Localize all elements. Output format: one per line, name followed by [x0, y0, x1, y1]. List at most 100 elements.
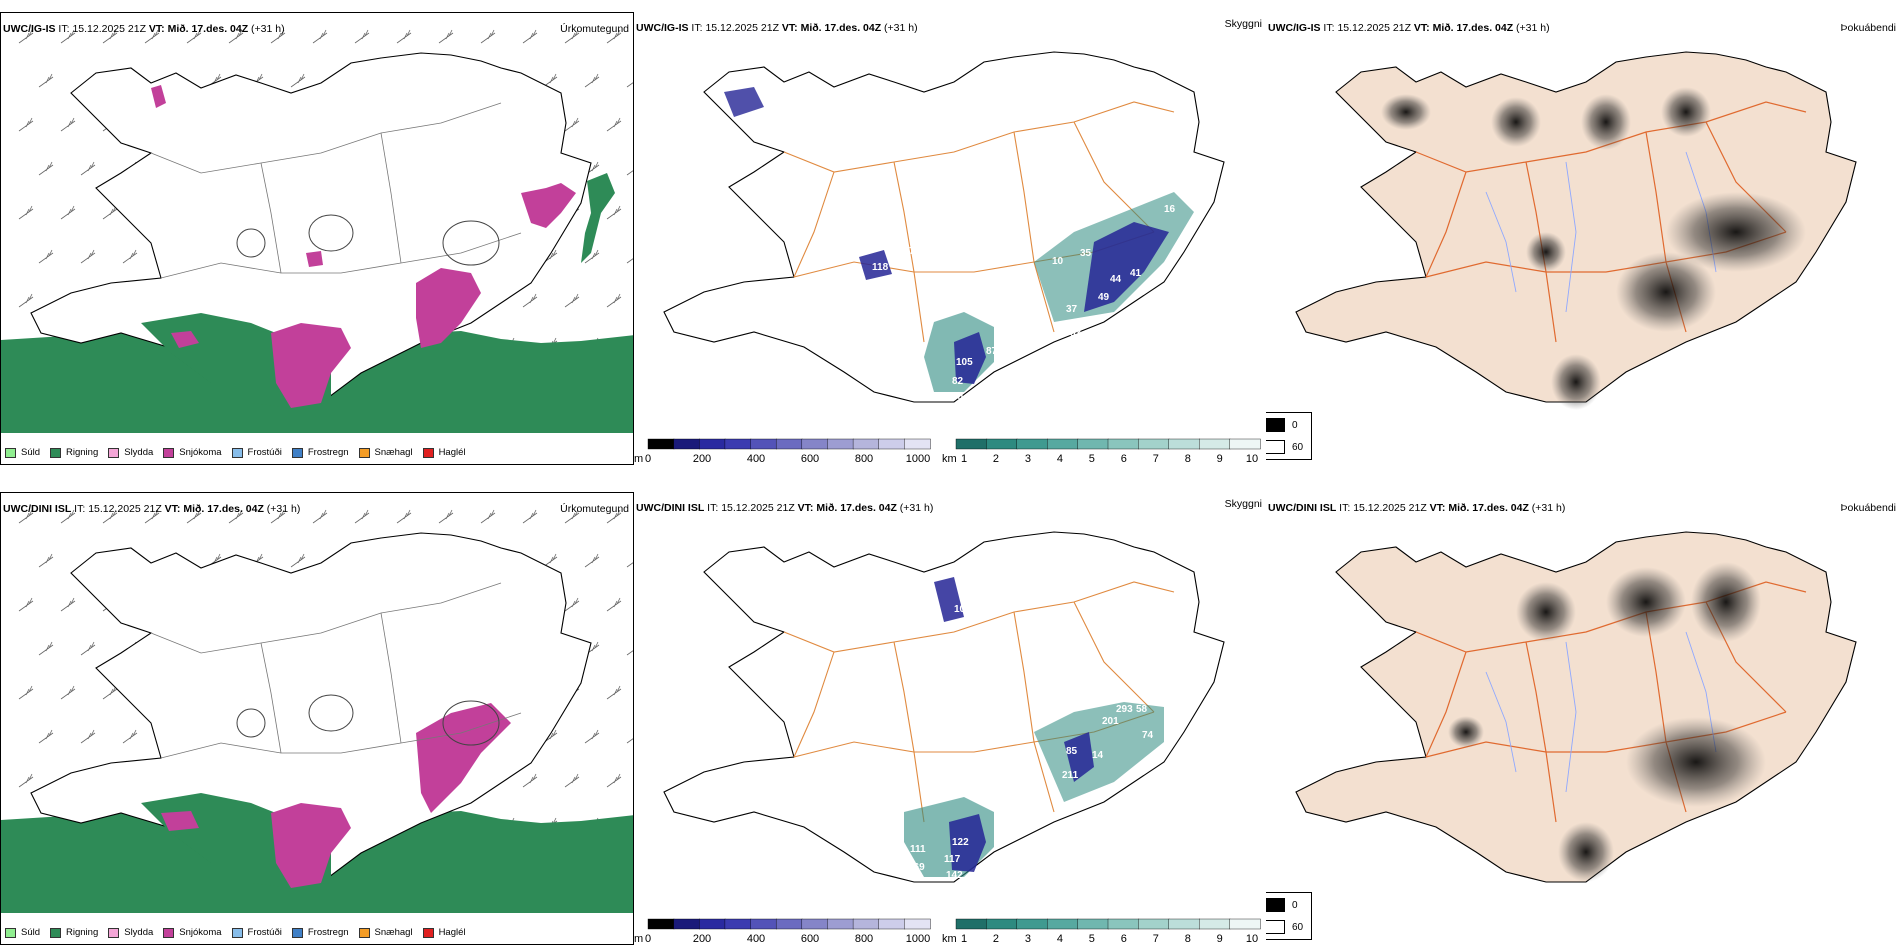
- colorbar-tick: 3: [1024, 453, 1031, 465]
- cloudbase-label: 118: [872, 262, 889, 273]
- wind-barb: [228, 509, 244, 524]
- legend-item-frostregn: Frostregn: [291, 447, 349, 458]
- legend-item-snaehagl: Snæhagl: [358, 927, 413, 938]
- wind-barb: [290, 553, 306, 568]
- legend-swatch: [163, 927, 175, 938]
- road-network: [150, 102, 522, 279]
- colorbar-tick: 6: [1120, 933, 1127, 945]
- wind-barb: [564, 293, 580, 308]
- cloudbase-label: 70: [952, 392, 964, 403]
- wind-barb: [60, 685, 76, 700]
- wind-barb: [60, 509, 76, 524]
- fog-legend-swatch-light: [1266, 920, 1285, 934]
- wind-barb: [122, 729, 138, 744]
- legend-item-snjokoma: Snjókoma: [163, 447, 222, 458]
- low-cloud-area-east: [1084, 222, 1169, 312]
- legend-swatch: [50, 447, 62, 458]
- colorbar-segment: [1107, 438, 1140, 450]
- wind-barb: [606, 29, 622, 44]
- legend-swatch: [5, 927, 16, 938]
- wind-barb: [396, 509, 412, 524]
- visibility-colorbar: km 1 2 3 4 5 6 7 8 9 10: [942, 437, 1264, 465]
- colorbar-unit: m: [634, 453, 644, 465]
- colorbar-tick: 1: [960, 453, 968, 465]
- colorbar-tick: 8: [1184, 933, 1191, 945]
- wind-barb: [102, 509, 118, 524]
- visibility-panel-1: 118 105 100 82 746 70 87 37 53 49 44 41 …: [634, 12, 1266, 465]
- legend-swatch: [108, 927, 120, 938]
- cloudbase-label: 58: [1136, 704, 1148, 715]
- legend-swatch: [422, 447, 434, 458]
- colorbar-unit: km: [942, 933, 957, 945]
- wind-barb: [606, 685, 622, 700]
- precip-type-map-2: [1, 509, 633, 913]
- colorbar-segment: [750, 438, 777, 450]
- wind-barb: [438, 29, 454, 44]
- precip-type-map-1: [1, 29, 633, 433]
- fog-legend: 0 60: [1266, 892, 1312, 940]
- fog-map-2: [1295, 531, 1857, 883]
- low-cloud-area-south: [954, 332, 986, 384]
- wind-barb: [606, 773, 622, 788]
- wind-barb: [564, 29, 580, 44]
- wind-barb: [80, 249, 96, 264]
- colorbar-tick: 800: [854, 453, 874, 465]
- legend-item-rigning: Rigning: [50, 447, 98, 458]
- colorbar-segment: [878, 438, 906, 450]
- colorbar-segment: [904, 438, 931, 450]
- wind-barb: [270, 509, 286, 524]
- wind-barb: [438, 509, 454, 524]
- wind-barb: [606, 293, 622, 308]
- precip-legend: Súld Rigning Slydda Snjókoma Frostúði Fr…: [5, 447, 466, 458]
- legend-item-suld: Súld: [5, 927, 40, 938]
- snow-patch-west: [171, 331, 199, 348]
- wind-barb: [186, 509, 202, 524]
- colorbar-segment: [955, 918, 988, 930]
- legend-swatch: [231, 927, 243, 938]
- legend-item-suld: Súld: [5, 447, 40, 458]
- wind-barb: [38, 641, 54, 656]
- wind-barb: [18, 597, 34, 612]
- wind-barb: [606, 117, 622, 132]
- legend-swatch: [358, 447, 370, 458]
- cloudbase-label: 15: [1020, 296, 1032, 307]
- wind-barb: [522, 773, 538, 788]
- road-network: [150, 582, 522, 759]
- colorbar-tick: 1000: [905, 933, 931, 945]
- colorbar-segment: [673, 438, 700, 450]
- wind-barb: [396, 29, 412, 44]
- snow-area-central-south: [271, 803, 351, 888]
- wind-barb: [60, 117, 76, 132]
- wind-barb: [80, 729, 96, 744]
- wind-barb: [18, 205, 34, 220]
- legend-swatch: [291, 927, 303, 938]
- colorbar-tick: 2: [992, 933, 1000, 945]
- legend-item-slydda: Slydda: [108, 447, 153, 458]
- panel-kind-label: Þokuábendi: [1840, 22, 1896, 34]
- panel-title: UWC/IG-IS IT: 15.12.2025 21Z VT: Mið. 17…: [636, 22, 918, 34]
- cloudbase-label: 41: [1130, 268, 1142, 279]
- glacier-outlines: [236, 214, 500, 266]
- snow-patch-north: [151, 85, 166, 108]
- colorbar-segment: [1107, 918, 1140, 930]
- colorbar-tick: 1000: [905, 453, 931, 465]
- colorbar-segment: [1168, 918, 1200, 930]
- fog-panel-1: UWC/IG-IS IT: 15.12.2025 21Z VT: Mið. 17…: [1266, 12, 1900, 465]
- colorbar-segment: [699, 918, 726, 930]
- fog-legend-swatch-dark: [1266, 418, 1285, 432]
- snow-area-northeast: [521, 183, 576, 228]
- wind-barb: [102, 685, 118, 700]
- low-cloud-area-north: [934, 577, 964, 622]
- colorbar-segment: [801, 438, 829, 450]
- colorbar-tick: 9: [1216, 453, 1223, 465]
- legend-item-rigning: Rigning: [50, 927, 98, 938]
- legend-swatch: [108, 447, 120, 458]
- colorbar-tick: 4: [1056, 453, 1063, 465]
- colorbar-segment: [1138, 438, 1170, 450]
- wind-barb: [18, 685, 34, 700]
- colorbar-segment: [1168, 438, 1200, 450]
- legend-swatch: [291, 447, 303, 458]
- cloudbase-label: 43: [1020, 266, 1032, 277]
- wind-barb: [18, 29, 34, 44]
- wind-barb: [584, 249, 600, 264]
